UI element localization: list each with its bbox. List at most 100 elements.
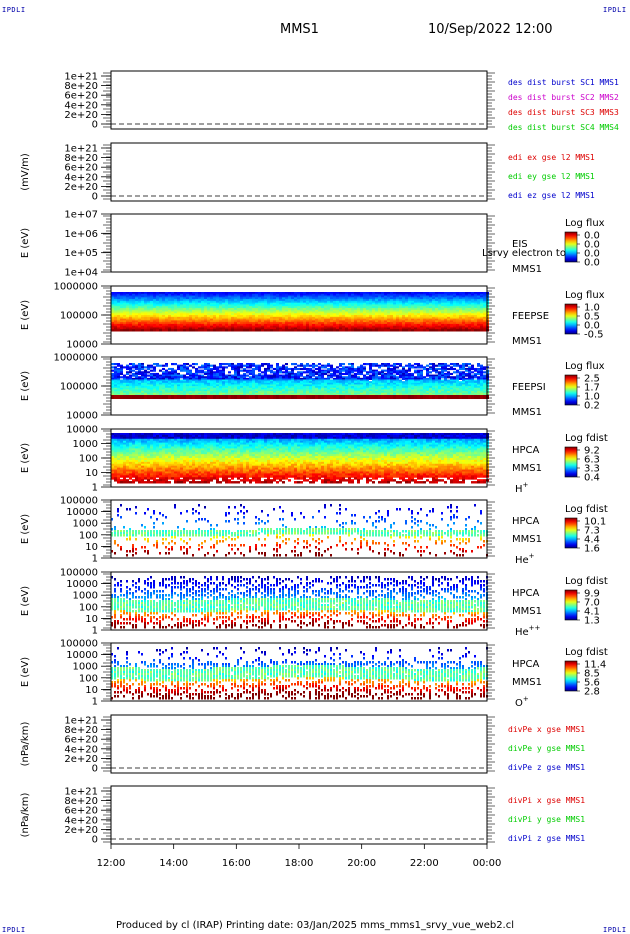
heatmap-cell bbox=[207, 322, 210, 325]
heatmap-cell bbox=[216, 395, 219, 399]
heatmap-cell bbox=[177, 307, 180, 311]
heatmap-cell bbox=[225, 395, 228, 399]
heatmap-cell bbox=[177, 329, 180, 332]
heatmap-cell bbox=[411, 300, 414, 304]
heatmap-cell bbox=[309, 293, 312, 297]
heatmap-cell bbox=[264, 316, 267, 320]
heatmap-cell bbox=[168, 293, 171, 297]
heatmap-cell bbox=[186, 307, 189, 311]
heatmap-cell bbox=[267, 311, 270, 314]
heatmap-cell bbox=[426, 299, 429, 302]
heatmap-cell bbox=[333, 322, 336, 325]
heatmap-cell bbox=[408, 323, 411, 327]
colorbar-title: Log flux bbox=[565, 218, 605, 229]
heatmap-cell bbox=[354, 369, 357, 372]
heatmap-cell bbox=[123, 322, 126, 325]
heatmap-cell bbox=[384, 327, 387, 330]
heatmap-cell bbox=[282, 315, 285, 318]
heatmap-cell bbox=[138, 304, 141, 307]
heatmap-cell bbox=[219, 302, 222, 305]
heatmap-cell bbox=[309, 395, 312, 399]
heatmap-cell bbox=[228, 297, 231, 300]
heatmap-cell bbox=[354, 297, 357, 300]
heatmap-cell bbox=[360, 395, 363, 399]
heatmap-cell bbox=[384, 297, 387, 300]
y-tick-label: 6e+20 bbox=[64, 91, 98, 102]
heatmap-cell bbox=[387, 293, 390, 297]
heatmap-cell bbox=[165, 311, 168, 314]
heatmap-cell bbox=[333, 297, 336, 300]
heatmap-cell bbox=[375, 313, 378, 316]
heatmap-cell bbox=[126, 300, 129, 304]
heatmap-cell bbox=[159, 316, 162, 320]
heatmap-cell bbox=[183, 299, 186, 302]
heatmap-cell bbox=[360, 372, 363, 376]
heatmap-cell bbox=[228, 318, 231, 321]
heatmap-cell bbox=[315, 329, 318, 332]
heatmap-cell bbox=[426, 297, 429, 300]
heatmap-cell bbox=[144, 322, 147, 325]
heatmap-cell bbox=[405, 304, 408, 307]
heatmap-cell bbox=[177, 322, 180, 325]
heatmap-cell bbox=[318, 322, 321, 325]
heatmap-cell bbox=[339, 313, 342, 316]
heatmap-cell bbox=[117, 315, 120, 318]
heatmap-cell bbox=[330, 327, 333, 330]
heatmap-cell bbox=[132, 311, 135, 314]
heatmap-cell bbox=[114, 299, 117, 302]
heatmap-cell bbox=[147, 304, 150, 307]
heatmap-cell bbox=[120, 299, 123, 302]
heatmap-cell bbox=[129, 304, 132, 307]
heatmap-cell bbox=[276, 302, 279, 305]
heatmap-cell bbox=[435, 297, 438, 300]
heatmap-cell bbox=[255, 302, 258, 305]
heatmap-cell bbox=[285, 313, 288, 316]
heatmap-cell bbox=[423, 307, 426, 311]
heatmap-cell bbox=[327, 395, 330, 399]
heatmap-cell bbox=[189, 292, 192, 295]
heatmap-cell bbox=[315, 320, 318, 323]
heatmap-cell bbox=[378, 293, 381, 297]
heatmap-cell bbox=[273, 325, 276, 328]
heatmap-cell bbox=[225, 366, 228, 369]
heatmap-cell bbox=[171, 323, 174, 327]
heatmap-cell bbox=[420, 320, 423, 323]
heatmap-cell bbox=[231, 300, 234, 304]
heatmap-cell bbox=[243, 320, 246, 323]
heatmap-cell bbox=[411, 395, 414, 399]
heatmap-cell bbox=[174, 318, 177, 321]
heatmap-cell bbox=[414, 318, 417, 321]
heatmap-cell bbox=[144, 299, 147, 302]
heatmap-cell bbox=[426, 306, 429, 309]
heatmap-cell bbox=[141, 323, 144, 327]
heatmap-cell bbox=[384, 369, 387, 372]
heatmap-cell bbox=[342, 369, 345, 372]
heatmap-cell bbox=[138, 307, 141, 311]
heatmap-cell bbox=[276, 307, 279, 311]
heatmap-cell bbox=[186, 315, 189, 318]
heatmap-cell bbox=[324, 316, 327, 320]
heatmap-cell bbox=[435, 300, 438, 304]
heatmap-cell bbox=[315, 306, 318, 309]
legend-entry: edi ex gse l2 MMS1 bbox=[508, 153, 595, 162]
heatmap-cell bbox=[243, 295, 246, 298]
heatmap-cell bbox=[435, 311, 438, 314]
heatmap-cell bbox=[153, 327, 156, 330]
heatmap-cell bbox=[252, 316, 255, 320]
heatmap-cell bbox=[150, 302, 153, 305]
heatmap-cell bbox=[333, 304, 336, 307]
heatmap-cell bbox=[306, 322, 309, 325]
corner-label-bottom-left: IPDLI bbox=[2, 926, 26, 934]
heatmap-cell bbox=[387, 306, 390, 309]
heatmap-cell bbox=[150, 320, 153, 323]
heatmap-cell bbox=[408, 300, 411, 304]
heatmap-cell bbox=[321, 315, 324, 318]
y-axis-label: E (eV) bbox=[20, 228, 31, 258]
heatmap-cell bbox=[222, 313, 225, 316]
heatmap-cell bbox=[126, 306, 129, 309]
heatmap-cell bbox=[222, 309, 225, 312]
heatmap-cell bbox=[231, 309, 234, 312]
heatmap-cell bbox=[312, 306, 315, 309]
heatmap-cell bbox=[111, 327, 114, 330]
heatmap-cell bbox=[195, 329, 198, 332]
